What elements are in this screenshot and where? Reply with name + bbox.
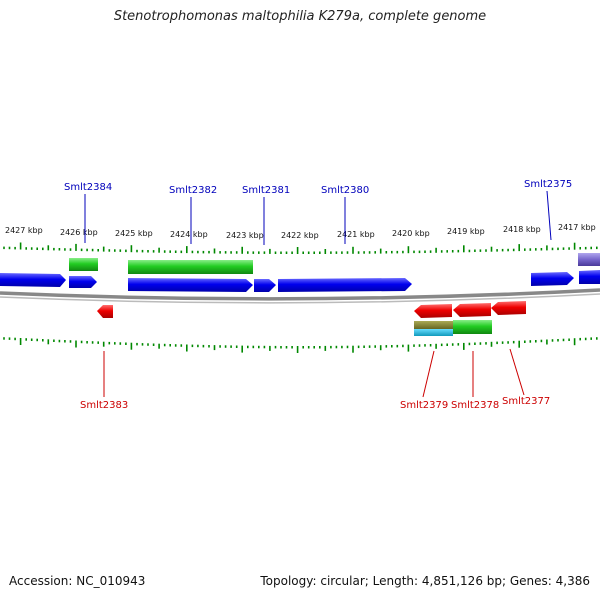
reverse-cds-arrow [97,305,113,318]
gene-label-smlt2381[interactable]: Smlt2381 [242,185,290,196]
lower-scale-ticks [3,337,598,353]
kbp-label: 2426 kbp [60,228,98,237]
gene-label-smlt2382[interactable]: Smlt2382 [169,185,217,196]
gene-leader-line [509,348,525,396]
green-feature [128,260,253,274]
kbp-label: 2418 kbp [503,225,541,234]
gene-label-smlt2380[interactable]: Smlt2380 [321,185,369,196]
gene-label-smlt2379[interactable]: Smlt2379 [400,400,448,411]
gene-leader-line [546,190,552,241]
kbp-label: 2421 kbp [337,230,375,239]
accession-text: Accession: NC_010943 [9,574,146,588]
kbp-label: 2427 kbp [5,226,43,235]
forward-cds-arrow [69,276,97,288]
gene-label-smlt2383[interactable]: Smlt2383 [80,400,128,411]
reverse-cds-arrow [453,303,491,317]
reverse-cds-arrow [414,304,452,318]
genome-summary: Topology: circular; Length: 4,851,126 bp… [260,574,590,588]
forward-cds-arrow [531,272,574,286]
green-feature [453,320,492,334]
olive-feature [414,321,453,329]
forward-cds-arrow [254,279,276,292]
gene-label-smlt2384[interactable]: Smlt2384 [64,182,112,193]
forward-cds-arrow [0,273,66,287]
backbone-outer [0,288,600,301]
forward-cds-arrow [579,270,600,284]
kbp-label: 2425 kbp [115,229,153,238]
purple-feature [578,253,600,266]
backbone-inner [0,293,600,304]
gene-label-smlt2375[interactable]: Smlt2375 [524,179,572,190]
cyan-feature [414,329,453,336]
forward-cds-arrow [278,278,412,292]
kbp-label: 2424 kbp [170,230,208,239]
forward-cds-arrow [128,278,253,292]
green-feature [69,258,98,271]
kbp-label: 2423 kbp [226,231,264,240]
gene-label-smlt2378[interactable]: Smlt2378 [451,400,499,411]
reverse-cds-arrow [491,301,526,315]
kbp-label: 2422 kbp [281,231,319,240]
upper-scale-ticks [3,242,598,254]
gene-leader-line [422,350,435,398]
map-title: Stenotrophomonas maltophilia K279a, comp… [113,9,487,24]
kbp-label: 2419 kbp [447,227,485,236]
gene-label-smlt2377[interactable]: Smlt2377 [502,396,550,407]
kbp-label: 2420 kbp [392,229,430,238]
kbp-label: 2417 kbp [558,223,596,232]
